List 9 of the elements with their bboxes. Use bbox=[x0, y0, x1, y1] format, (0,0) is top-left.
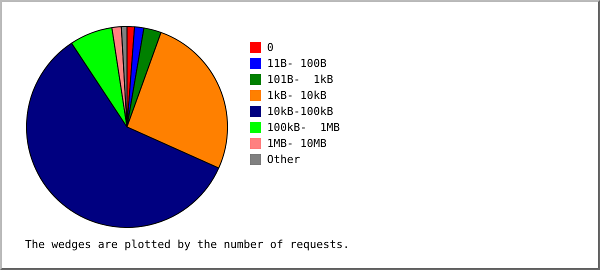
legend-label: Other bbox=[267, 152, 302, 168]
legend-label: 10kB-100kB bbox=[267, 104, 334, 120]
legend-label: 1kB- 10kB bbox=[267, 88, 328, 104]
legend-label: 101B- 1kB bbox=[267, 72, 334, 88]
legend-label: 11B- 100B bbox=[267, 56, 328, 72]
legend-label: 100kB- 1MB bbox=[267, 120, 340, 136]
legend-label: 0 bbox=[267, 40, 275, 56]
legend-label: 1MB- 10MB bbox=[267, 136, 328, 152]
text: The wedges are plotted by the number of requests. bbox=[25, 238, 350, 251]
